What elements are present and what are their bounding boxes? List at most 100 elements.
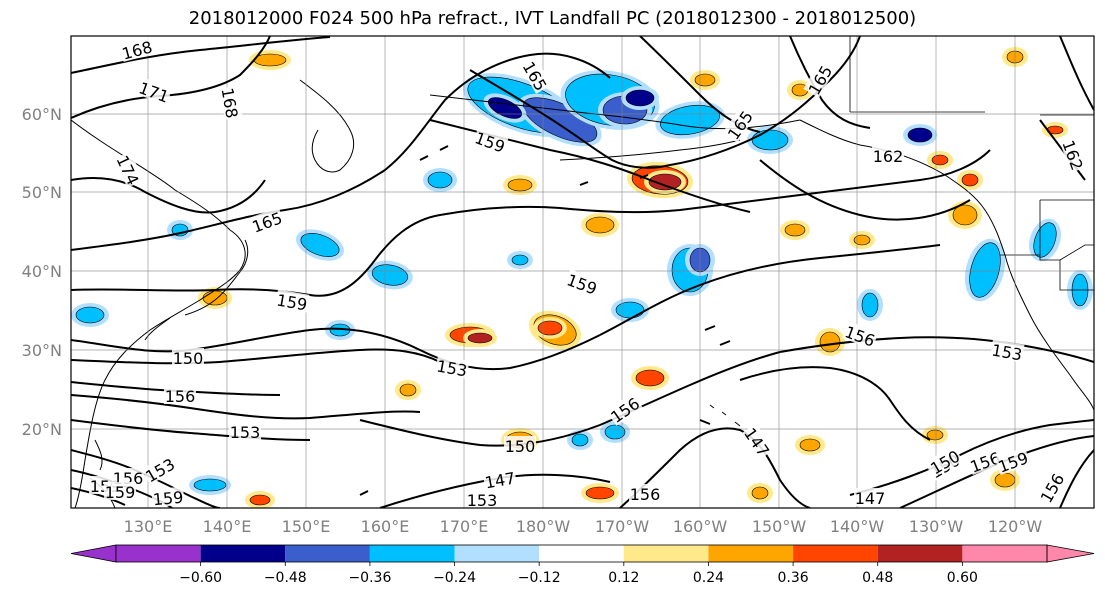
contour-label-text: 159 xyxy=(105,483,136,502)
colorbar-frame xyxy=(115,544,1048,563)
lon-tick-label: 160°W xyxy=(673,517,728,536)
anomaly-fill xyxy=(861,292,879,318)
refractivity-anomaly-fills xyxy=(71,47,1093,508)
contour-line xyxy=(759,159,971,221)
anomaly-fill xyxy=(253,53,287,67)
anomaly-fill xyxy=(751,129,789,151)
anomaly-fill xyxy=(907,127,933,143)
anomaly-fill xyxy=(853,234,871,246)
anomaly-fill xyxy=(507,178,533,192)
lon-tick-label: 170°W xyxy=(595,517,650,536)
contour-label-text: 156 xyxy=(630,485,661,504)
colorbar-tick-label: −0.12 xyxy=(518,570,561,586)
contour-line xyxy=(71,177,266,214)
contour-line xyxy=(739,366,931,441)
colorbar-extend-high xyxy=(1046,544,1095,563)
anomaly-fill xyxy=(694,73,716,87)
colorbar-tick-label: 0.60 xyxy=(947,570,978,586)
contour-label: 153 xyxy=(466,490,498,510)
anomaly-fill xyxy=(511,254,529,266)
colorbar-bin xyxy=(962,545,1047,562)
anomaly-fill xyxy=(648,173,682,191)
contour-label: 153 xyxy=(229,422,261,442)
contour-line xyxy=(71,449,221,508)
anomaly-fill xyxy=(467,332,493,344)
contour-line xyxy=(1039,119,1086,181)
contour-line xyxy=(599,244,941,336)
contour-label: 162 xyxy=(872,146,904,166)
anomaly-fill xyxy=(784,223,806,237)
contour-label: 159 xyxy=(151,486,185,510)
colorbar-extend-low xyxy=(70,544,117,563)
contour-line xyxy=(71,487,126,506)
contour-line xyxy=(71,419,311,441)
lon-tick-label: 160°E xyxy=(361,517,410,536)
contour-line xyxy=(71,36,331,74)
colorbar-bin xyxy=(539,545,624,562)
contour-label: 165 xyxy=(248,207,285,237)
contour-line xyxy=(779,336,1094,363)
lon-tick-label: 140°W xyxy=(830,517,885,536)
contour-line xyxy=(789,36,871,129)
colorbar-bin xyxy=(793,545,878,562)
lon-tick-label: 120°W xyxy=(988,517,1043,536)
anomaly-fill xyxy=(751,486,769,500)
anomaly-fill xyxy=(635,369,665,387)
contour-label: 168 xyxy=(118,36,155,64)
anomaly-fill xyxy=(537,320,563,336)
contour-label-text: 147 xyxy=(855,489,886,508)
lon-tick-label: 130°E xyxy=(124,517,173,536)
lat-tick-label: 50°N xyxy=(22,183,62,202)
contour-line xyxy=(1059,36,1094,111)
anomaly-fill xyxy=(371,264,409,286)
contour-label: 150 xyxy=(504,436,536,456)
anomaly-fill xyxy=(75,306,105,324)
contour-label: 156 xyxy=(629,484,661,504)
lat-tick-label: 20°N xyxy=(22,420,62,439)
anomaly-fill xyxy=(399,383,417,397)
latitude-labels: 60°N 50°N 40°N 30°N 20°N xyxy=(22,105,62,439)
anomaly-fill xyxy=(625,89,655,107)
colorbar-bin xyxy=(877,545,963,562)
colorbar-tick-label: −0.36 xyxy=(348,570,391,586)
colorbar-bin xyxy=(285,545,370,562)
colorbar-bin xyxy=(200,545,286,562)
contour-line xyxy=(1059,449,1094,508)
contour-label-text: 153 xyxy=(230,423,261,442)
anomaly-fill xyxy=(427,171,453,189)
colorbar-tick-label: 0.36 xyxy=(778,570,809,586)
anomaly-fill xyxy=(969,242,1001,298)
colorbar-bin xyxy=(623,545,709,562)
anomaly-fill xyxy=(571,433,589,447)
colorbar-bin xyxy=(116,545,201,562)
anomaly-fill xyxy=(193,478,227,492)
anomaly-fill xyxy=(249,494,271,506)
contour-line xyxy=(469,69,671,169)
colorbar-tick-label: −0.24 xyxy=(433,570,476,586)
lat-tick-label: 40°N xyxy=(22,262,62,281)
contour-label: 156 xyxy=(164,386,196,406)
contour-line xyxy=(619,427,811,508)
lat-tick-label: 30°N xyxy=(22,341,62,360)
anomaly-fill xyxy=(202,290,228,306)
colorbar-tick-label: 0.12 xyxy=(608,570,639,586)
lon-tick-label: 130°W xyxy=(909,517,964,536)
colorbar-tick-label: −0.48 xyxy=(264,570,307,586)
contour-line xyxy=(559,149,991,214)
colorbar-bin xyxy=(708,545,794,562)
colorbar-bin xyxy=(454,545,540,562)
contour-label: 153 xyxy=(434,355,470,381)
contour-line xyxy=(669,36,861,166)
contour-label: 159 xyxy=(104,482,136,502)
contour-label-text: 159 xyxy=(152,488,184,510)
anomaly-fill xyxy=(585,216,615,234)
anomaly-fill xyxy=(961,173,979,187)
contour-label-text: 150 xyxy=(505,437,536,456)
contour-line xyxy=(359,351,781,447)
contour-label-text: 150 xyxy=(173,349,204,368)
contour-label-text: 153 xyxy=(467,491,498,510)
anomaly-fill xyxy=(300,233,340,257)
contour-line xyxy=(71,205,561,297)
contour-label-text: 162 xyxy=(873,147,904,166)
